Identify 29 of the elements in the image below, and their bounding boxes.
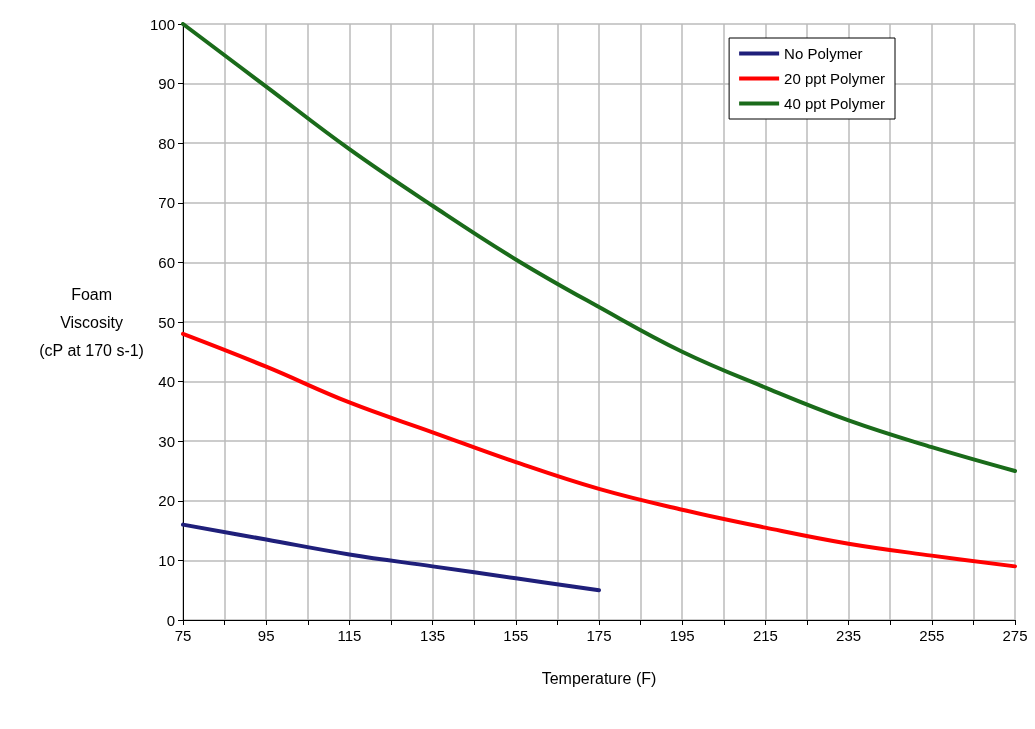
x-tick-label: 235: [836, 627, 862, 644]
legend-label: No Polymer: [784, 45, 863, 62]
x-tick-label: 255: [919, 627, 945, 644]
x-tick-label: 95: [257, 627, 275, 644]
x-tick-label: 135: [420, 627, 446, 644]
legend-label: 20 ppt Polymer: [784, 70, 886, 87]
y-tick-label: 50: [158, 313, 175, 331]
y-tick-label: 20: [158, 492, 175, 510]
y-axis-title: Foam Viscosity (cP at 170 s-1): [39, 285, 144, 359]
x-tick-label: 115: [337, 627, 362, 644]
x-axis-title: Temperature (F): [541, 669, 657, 687]
y-tick-label: 60: [158, 253, 175, 271]
x-tick-label: 155: [503, 627, 529, 644]
x-tick-label: 215: [752, 627, 778, 644]
legend-label: 40 ppt Polymer: [784, 95, 886, 112]
x-tick-label: 275: [1002, 627, 1028, 644]
y-tick-label: 90: [158, 75, 175, 93]
y-tick-label: 30: [158, 432, 175, 450]
y-tick-label: 80: [158, 134, 175, 152]
x-tick-label: 75: [174, 627, 192, 644]
line-series: [181, 331, 1017, 569]
y-tick-label: 40: [158, 373, 175, 391]
y-tick-label: 0: [166, 611, 175, 629]
line-series: [181, 522, 601, 593]
x-tick-label: 175: [586, 627, 612, 644]
y-tick-label: 70: [158, 194, 175, 212]
y-tick-label: 10: [158, 551, 175, 569]
y-tick-label: 100: [149, 15, 175, 33]
x-tick-label: 195: [669, 627, 695, 644]
